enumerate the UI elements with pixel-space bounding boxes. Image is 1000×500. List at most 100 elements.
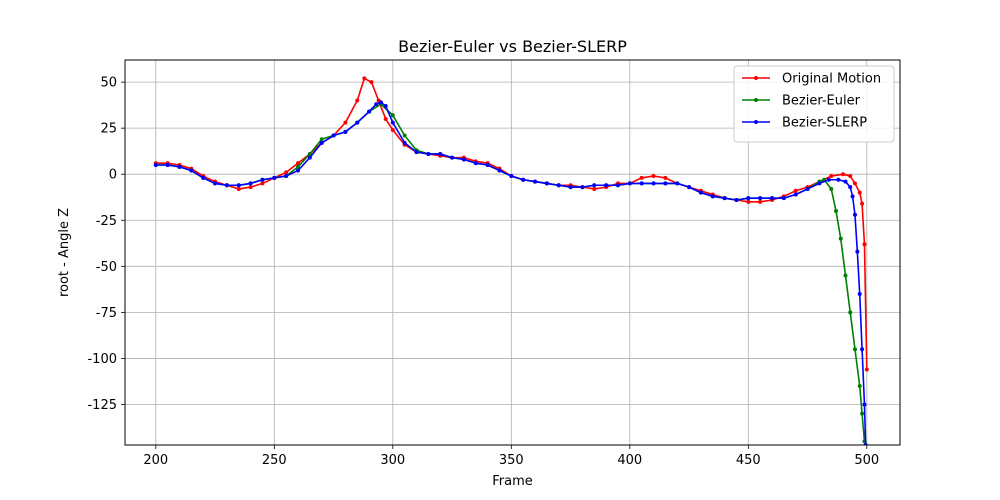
data-point [639,181,644,186]
data-point [663,181,668,186]
data-point [829,186,834,191]
chart-title: Bezier-Euler vs Bezier-SLERP [398,37,627,56]
data-point [284,174,289,179]
legend-marker [754,120,758,124]
data-point [793,192,798,197]
y-tick-label: -125 [87,398,117,413]
data-point [864,367,869,372]
x-tick-label: 250 [262,453,287,468]
legend-label: Original Motion [782,72,881,87]
data-point [651,174,656,179]
data-point [509,174,514,179]
data-point [165,163,170,167]
data-point [860,201,865,206]
data-point [355,98,360,103]
x-axis-label: Frame [492,474,533,489]
data-point [260,177,265,182]
data-point [675,181,680,186]
data-point [698,190,703,195]
data-point [841,172,846,177]
data-point [580,185,585,190]
data-point [369,80,374,85]
data-point [284,170,289,175]
data-point [860,347,865,352]
data-point [390,120,395,125]
data-point [857,190,862,195]
data-point [826,177,831,182]
data-point [296,161,301,166]
data-point [319,137,324,142]
data-point [402,133,407,138]
data-point [521,177,526,182]
data-point [260,181,265,186]
data-point [805,186,810,191]
y-tick-label: -50 [96,260,117,275]
data-point [390,128,395,132]
data-point [860,411,865,416]
data-point [592,186,597,191]
data-point [272,175,277,180]
data-point [296,168,301,173]
plot-frame [124,59,901,446]
data-point [663,175,668,180]
data-point [248,181,253,186]
data-point [307,151,312,156]
data-point [687,185,692,190]
data-point [817,181,822,186]
data-point [843,273,848,278]
data-point [852,212,857,217]
y-tick-label: 0 [109,168,117,183]
data-point [544,181,549,186]
data-point [236,183,241,188]
series-bezier-slerp [153,100,868,445]
y-axis-label: root - Angle Z [57,208,72,297]
data-point [862,242,867,247]
data-point [367,109,372,114]
data-point [770,196,775,201]
legend-label: Bezier-SLERP [782,116,867,131]
x-tick-label: 450 [736,453,761,468]
data-point [362,76,367,81]
data-point [852,347,857,352]
series-line [155,101,867,445]
data-point [722,196,727,201]
data-point [414,150,419,155]
legend-label: Bezier-Euler [782,94,861,109]
data-point [533,179,538,184]
data-point [615,183,620,188]
data-point [383,116,388,121]
data-point [402,140,407,145]
data-point [850,194,855,199]
data-point [592,183,597,188]
data-point [331,133,336,138]
data-point [556,183,561,188]
data-point [296,164,301,169]
data-point [848,310,853,315]
x-tick-label: 300 [380,453,405,468]
data-point [307,155,312,160]
data-point [189,168,194,173]
x-tick-label: 350 [499,453,524,468]
data-point [438,151,443,156]
y-tick-label: 25 [100,122,117,137]
data-point [426,151,431,156]
data-point [857,384,862,389]
data-point [177,164,182,169]
data-point [568,185,573,190]
data-point [461,157,466,162]
data-point [485,163,490,167]
data-point [852,181,857,186]
data-point [710,194,715,199]
axis-ticks: 200 250 300 350 400 450 50050250-25-50-75-100-… [87,76,879,468]
data-point [378,100,383,105]
data-point [651,181,656,186]
data-point [374,102,379,107]
data-point [153,163,158,167]
data-point [627,181,632,186]
legend-box [733,65,895,143]
data-point [746,196,751,201]
data-point [213,181,218,186]
data-point [604,183,609,188]
data-point [834,209,839,214]
